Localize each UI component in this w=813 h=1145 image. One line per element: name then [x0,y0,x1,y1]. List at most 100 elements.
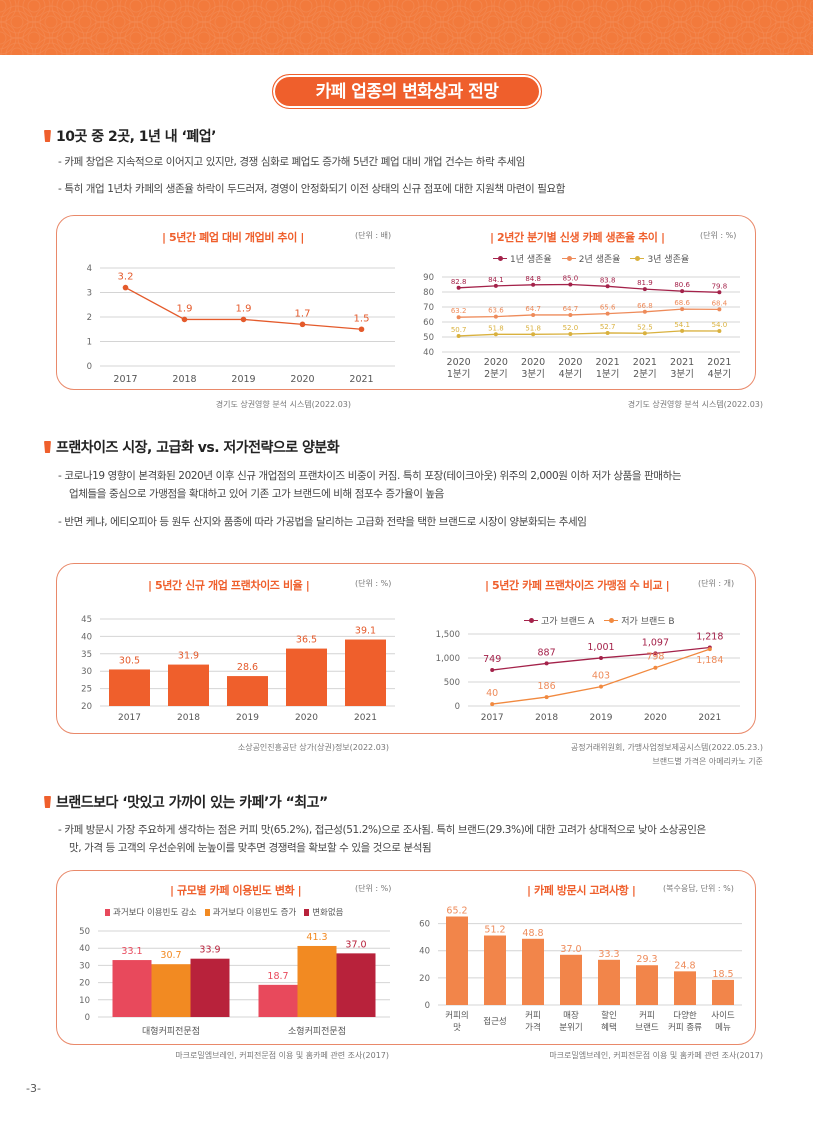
wave-arc [651,10,675,34]
wave-arc [595,21,629,55]
data-point [707,647,712,652]
wave-arc [299,0,313,13]
wave-arc [22,0,46,18]
x-tick-label: 2021 [698,713,721,723]
wave-arc [73,10,97,34]
bullet-text: 업체들을 중심으로 가맹점을 확대하고 있어 기존 고가 브랜드에 비해 점포수… [69,488,444,500]
wave-arc [515,10,539,34]
x-tick-label: 2017 [481,713,504,723]
data-point [599,684,603,689]
wave-arc [481,10,505,34]
wave-arc [0,26,12,50]
wave-arc [17,0,51,23]
wave-arc [204,5,238,39]
chart-unit: (단위 : %) [355,884,392,893]
data-label: 52.0 [563,324,579,332]
wave-arc [804,26,813,50]
wave-arc [629,0,663,23]
swatch-icon [304,908,310,916]
wave-arc [170,5,204,39]
wave-arc [736,0,760,18]
bar [598,959,620,1005]
wave-arc [685,42,709,55]
data-label: 36.5 [296,635,317,646]
wave-arc [129,31,143,45]
x-tick-label: 브랜드 [635,1022,659,1033]
wave-arc [248,15,262,29]
wave-arc [719,42,743,55]
y-tick-label: 70 [423,303,434,313]
wave-arc [396,0,420,18]
data-point [717,329,722,333]
data-label: 29.3 [636,954,657,965]
wave-arc [243,10,267,34]
data-label: 186 [538,681,556,692]
wave-arc [668,0,692,18]
wave-arc [442,5,476,39]
x-tick-label: 2020 [290,374,314,385]
bar [446,916,468,1005]
wave-arc [272,5,306,39]
legend-item-brand-b: 저가 브랜드 B [604,614,675,627]
data-point [358,326,365,333]
data-point [717,307,722,312]
wave-arc [612,37,646,55]
data-label: 64.7 [563,305,579,313]
chart-title: | 5년간 카페 프랜차이즈 가맹점 수 비교 | [485,579,670,592]
wave-arc [583,10,607,34]
wave-arc [170,37,204,55]
wave-arc [435,31,449,45]
wave-arc [731,0,765,23]
wave-arc [447,42,471,55]
wave-arc [316,15,330,29]
wave-arc [605,0,619,13]
wave-arc [209,10,233,34]
data-label: 80.6 [674,281,690,289]
wave-arc [27,0,41,13]
wave-arc [787,10,811,34]
x-tick-label: 혜택 [601,1022,617,1033]
legend-item-2y: 2년 생존율 [561,252,620,265]
wave-arc [197,0,211,13]
x-tick-label: 메뉴 [715,1023,731,1033]
wave-arc [180,15,194,29]
wave-arc [782,37,813,55]
data-label: 84.8 [525,275,541,283]
wave-arc [663,21,697,55]
wave-arc [617,10,641,34]
wave-arc [782,5,813,39]
wave-arc [578,37,612,55]
wave-arc [775,0,789,13]
wave-arc [311,42,335,55]
bullet-text: - 카페 창업은 지속적으로 이어지고 있지만, 경쟁 심화로 폐업도 증가해 … [58,156,526,168]
wave-arc [367,0,381,13]
wave-arc [435,0,449,13]
data-point [568,332,573,336]
wave-arc [391,0,425,23]
cup-icon [44,796,51,808]
data-label: 63.2 [451,307,467,315]
wave-arc [690,47,704,55]
legend-item-decrease: 과거보다 이용빈도 감소 [105,906,197,918]
wave-arc [0,0,7,13]
bar [636,965,658,1005]
wave-arc [56,26,80,50]
y-tick-label: 30 [79,961,90,971]
section-heading-text: 10곳 중 2곳, 1년 내 ‘폐업’ [56,129,216,145]
bullet-text: - 코로나19 영향이 본격화된 2020년 이후 신규 개업점의 프랜차이즈 … [58,470,682,482]
data-label: 68.4 [712,299,728,307]
wave-arc [634,0,658,18]
wave-arc [248,47,262,55]
y-tick-label: 40 [79,944,90,954]
x-tick-label: 대형커피전문점 [142,1025,200,1037]
wave-arc [277,42,301,55]
wave-arc [401,0,415,13]
data-label: 82.8 [451,278,467,286]
data-point [717,290,722,295]
x-tick-label: 2분기 [484,369,508,380]
data-label: 3.2 [118,272,134,283]
chart-source: 소상공인진흥공단 상가(상권)정보(2022.03) [237,743,389,752]
legend-label: 고가 브랜드 A [541,617,595,627]
section-heading-taste: 브랜드보다 ‘맛있고 가까이 있는 카페’가 “최고” [44,792,328,812]
x-tick-label: 다양한 [673,1010,697,1021]
